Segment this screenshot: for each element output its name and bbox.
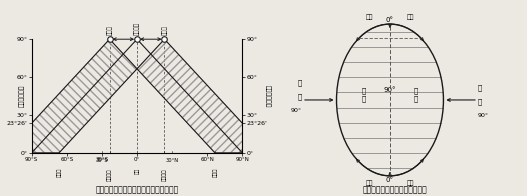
Text: 正午太阳高度: 正午太阳高度 bbox=[265, 85, 270, 107]
Text: 南极圈: 南极圈 bbox=[56, 168, 62, 177]
Text: 递减: 递减 bbox=[407, 14, 414, 20]
Text: 二分二至日正午太阳高度纬度分布示意图: 二分二至日正午太阳高度纬度分布示意图 bbox=[95, 185, 179, 194]
Text: 至: 至 bbox=[298, 93, 302, 100]
Text: 春秋分日: 春秋分日 bbox=[134, 22, 140, 35]
Text: 30°N: 30°N bbox=[165, 158, 179, 163]
Text: 夏至日: 夏至日 bbox=[162, 26, 167, 35]
Text: 递减: 递减 bbox=[366, 14, 373, 20]
Text: 递减: 递减 bbox=[407, 180, 414, 186]
Text: 至: 至 bbox=[478, 98, 482, 105]
Text: 夏: 夏 bbox=[298, 79, 302, 86]
Text: 30°S: 30°S bbox=[95, 158, 108, 163]
Text: 秋
分: 秋 分 bbox=[414, 88, 418, 102]
Text: 北回归线: 北回归线 bbox=[162, 168, 167, 181]
Text: 赤道: 赤道 bbox=[134, 168, 140, 174]
Text: 递减: 递减 bbox=[366, 180, 373, 186]
Text: 北极圈: 北极圈 bbox=[212, 168, 218, 177]
Text: 0°: 0° bbox=[386, 177, 394, 183]
Text: 90°: 90° bbox=[291, 108, 302, 113]
Text: 正午太阳高度随纬度变化示意图: 正午太阳高度随纬度变化示意图 bbox=[363, 185, 427, 194]
Text: 90°: 90° bbox=[384, 87, 396, 93]
Text: 正午太阳高度: 正午太阳高度 bbox=[19, 85, 25, 107]
Text: 90°: 90° bbox=[478, 113, 489, 118]
Text: 冬: 冬 bbox=[478, 85, 482, 91]
Text: 春
分: 春 分 bbox=[362, 88, 366, 102]
Text: 冬至日: 冬至日 bbox=[107, 26, 112, 35]
Text: 0°: 0° bbox=[386, 17, 394, 23]
Text: 南回归线: 南回归线 bbox=[107, 168, 112, 181]
